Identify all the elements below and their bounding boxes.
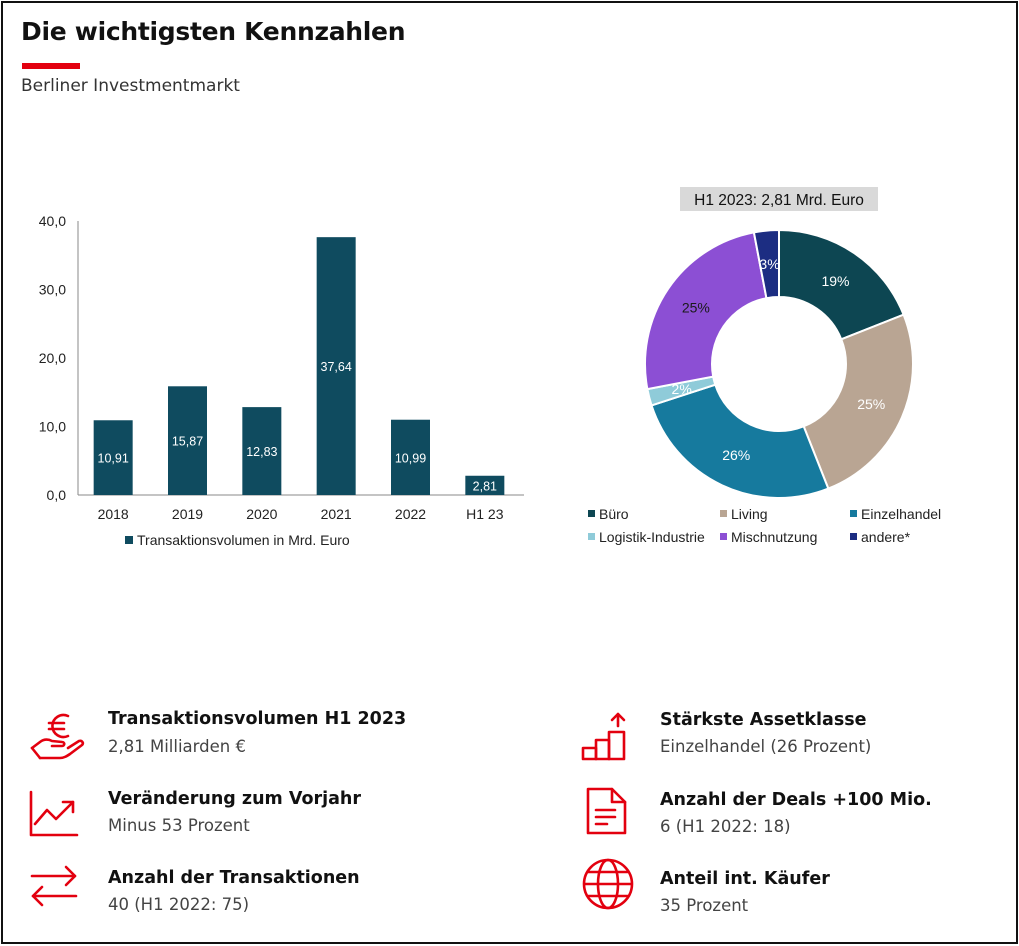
bar xyxy=(391,419,430,495)
y-tick-label: 0,0 xyxy=(47,487,67,503)
x-tick-label: 2020 xyxy=(246,506,277,522)
transfer-arrows-icon xyxy=(30,865,78,907)
donut-legend-swatch xyxy=(850,533,857,540)
donut-slice-label: 3% xyxy=(759,256,779,272)
legend-label: Transaktionsvolumen in Mrd. Euro xyxy=(137,532,350,548)
x-tick-label: 2021 xyxy=(321,506,352,522)
bar xyxy=(465,475,505,495)
donut-slice-label: 25% xyxy=(682,300,710,316)
bar xyxy=(316,237,356,495)
donut-slice xyxy=(752,228,780,300)
donut-legend-swatch xyxy=(588,510,595,517)
x-tick-label: 2022 xyxy=(395,506,426,522)
donut-legend-swatch xyxy=(720,533,727,540)
kpi-value-international-buyers: 35 Prozent xyxy=(660,896,749,915)
donut-legend-label: Büro xyxy=(599,506,629,522)
bar-value-label: 15,87 xyxy=(172,435,203,449)
euro-hand-icon xyxy=(30,713,85,760)
donut-legend-label: Mischnutzung xyxy=(731,529,817,545)
donut-slice-label: 19% xyxy=(821,273,849,289)
trend-up-icon xyxy=(29,790,79,837)
y-tick-label: 30,0 xyxy=(39,282,66,298)
document-icon xyxy=(586,787,627,835)
donut-title: H1 2023: 2,81 Mrd. Euro xyxy=(694,192,864,209)
legend-swatch xyxy=(125,536,133,544)
kpi-value-transaction-volume: 2,81 Milliarden € xyxy=(108,737,246,756)
bar xyxy=(168,386,207,495)
title-accent-bar xyxy=(22,63,80,69)
y-tick-label: 10,0 xyxy=(39,419,66,435)
kpi-label-deals-over-100m: Anzahl der Deals +100 Mio. xyxy=(660,790,932,810)
donut-legend-label: Logistik-Industrie xyxy=(599,529,705,545)
donut-slice-label: 25% xyxy=(857,396,885,412)
bar-value-label: 37,64 xyxy=(321,360,352,374)
page-subtitle: Berliner Investmentmarkt xyxy=(21,76,240,96)
kpi-label-transaction-count: Anzahl der Transaktionen xyxy=(108,868,360,888)
bar-value-label: 10,91 xyxy=(98,452,129,466)
kpi-label-strongest-asset-class: Stärkste Assetklasse xyxy=(660,710,867,730)
bar-value-label: 12,83 xyxy=(246,445,277,459)
kpi-value-deals-over-100m: 6 (H1 2022: 18) xyxy=(660,817,791,836)
bar-value-label: 10,99 xyxy=(395,451,426,465)
donut-legend-label: Einzelhandel xyxy=(861,506,941,522)
kpi-value-yoy-change: Minus 53 Prozent xyxy=(108,816,250,835)
bar-value-label: 2,81 xyxy=(473,479,497,493)
kpi-value-transaction-count: 40 (H1 2022: 75) xyxy=(108,895,250,914)
donut-slice-label: 26% xyxy=(722,447,750,463)
bar xyxy=(242,407,282,495)
y-tick-label: 40,0 xyxy=(39,213,66,229)
kpi-value-strongest-asset-class: Einzelhandel (26 Prozent) xyxy=(660,737,872,756)
donut-legend-swatch xyxy=(588,533,595,540)
x-tick-label: 2018 xyxy=(98,506,129,522)
globe-icon xyxy=(582,858,634,910)
bar-growth-icon xyxy=(581,712,626,761)
donut-legend-swatch xyxy=(720,510,727,517)
y-tick-label: 20,0 xyxy=(39,350,66,366)
donut-legend-label: andere* xyxy=(861,529,911,545)
kpi-label-transaction-volume: Transaktionsvolumen H1 2023 xyxy=(108,709,407,729)
donut-slice xyxy=(802,313,914,490)
donut-slice xyxy=(644,231,768,391)
donut-slice xyxy=(778,228,905,341)
donut-title-box xyxy=(680,187,878,211)
kpi-label-yoy-change: Veränderung zum Vorjahr xyxy=(108,789,362,809)
donut-legend-swatch xyxy=(850,510,857,517)
kpi-label-international-buyers: Anteil int. Käufer xyxy=(660,869,830,889)
x-tick-label: H1 23 xyxy=(466,506,504,522)
x-tick-label: 2019 xyxy=(172,506,203,522)
donut-slice xyxy=(650,383,830,499)
donut-legend-label: Living xyxy=(731,506,768,522)
page-title: Die wichtigsten Kennzahlen xyxy=(21,17,406,46)
donut-slice-label: 2% xyxy=(672,381,692,397)
bar xyxy=(93,420,133,495)
